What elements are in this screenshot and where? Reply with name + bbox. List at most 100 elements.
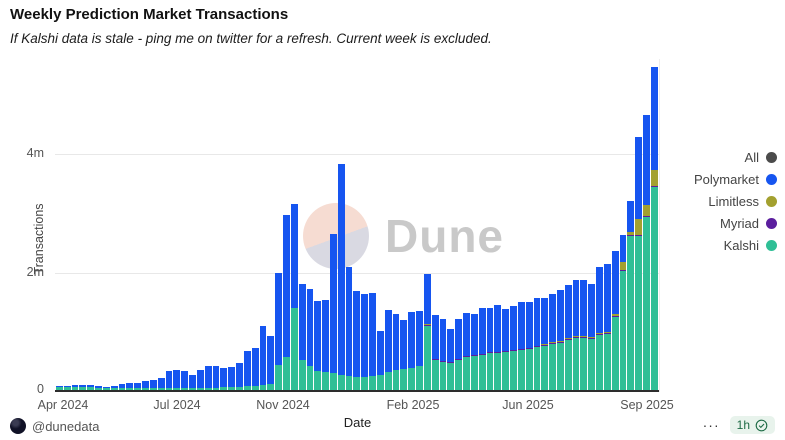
bar-week-16[interactable] [181, 371, 189, 390]
segment-myriad [635, 235, 643, 236]
bar-week-64[interactable] [557, 290, 564, 390]
bar-week-43[interactable] [392, 314, 400, 390]
bar-week-57[interactable] [502, 309, 510, 390]
bar-week-40[interactable] [369, 293, 376, 390]
bar-week-2[interactable] [71, 385, 79, 390]
bar-week-58[interactable] [510, 306, 517, 390]
segment-kalshi [455, 360, 463, 390]
legend-item-all[interactable]: All [694, 150, 777, 165]
bar-week-6[interactable] [102, 387, 110, 390]
bar-week-21[interactable] [220, 368, 228, 390]
bar-week-12[interactable] [149, 380, 157, 390]
bar-week-30[interactable] [290, 204, 298, 390]
bar-week-73[interactable] [627, 201, 635, 390]
bar-week-65[interactable] [564, 285, 572, 390]
bar-week-36[interactable] [337, 164, 345, 390]
bar-week-47[interactable] [423, 274, 431, 390]
bar-week-67[interactable] [580, 280, 588, 390]
bar-week-17[interactable] [189, 375, 196, 390]
bar-week-0[interactable] [56, 386, 63, 390]
bar-week-37[interactable] [345, 267, 353, 390]
bar-week-63[interactable] [549, 294, 556, 390]
bar-week-75[interactable] [643, 115, 650, 390]
bar-week-7[interactable] [110, 386, 118, 390]
bar-week-68[interactable] [588, 284, 596, 390]
segment-myriad [619, 270, 627, 271]
bar-week-50[interactable] [447, 329, 455, 390]
bar-week-42[interactable] [384, 310, 392, 390]
bar-week-46[interactable] [416, 311, 423, 390]
segment-kalshi [251, 386, 259, 390]
bar-week-52[interactable] [463, 313, 470, 390]
bar-week-32[interactable] [306, 289, 314, 390]
bar-week-48[interactable] [431, 315, 439, 390]
bar-week-11[interactable] [142, 381, 149, 390]
bar-week-22[interactable] [228, 367, 236, 390]
bar-week-71[interactable] [611, 251, 619, 390]
data-freshness-badge[interactable]: 1h [729, 416, 775, 434]
bar-week-13[interactable] [157, 378, 165, 390]
x-axis-ticks: Apr 2024 Jul 2024 Nov 2024 Feb 2025 Jun … [38, 398, 674, 414]
bar-week-31[interactable] [298, 284, 306, 390]
attribution[interactable]: @dunedata [10, 418, 99, 434]
bar-week-51[interactable] [455, 319, 463, 390]
segment-kalshi [431, 360, 439, 390]
bar-week-53[interactable] [470, 314, 478, 390]
bar-week-20[interactable] [212, 366, 220, 390]
bar-week-23[interactable] [236, 363, 243, 390]
bar-week-3[interactable] [79, 385, 87, 390]
bar-week-8[interactable] [118, 384, 126, 390]
bar-week-69[interactable] [596, 267, 603, 390]
bar-week-54[interactable] [478, 308, 486, 390]
segment-polymarket [369, 293, 376, 376]
bar-week-34[interactable] [322, 300, 329, 390]
bar-week-74[interactable] [635, 137, 643, 390]
bar-week-39[interactable] [361, 294, 369, 390]
bar-week-19[interactable] [204, 366, 212, 390]
bar-week-66[interactable] [572, 280, 580, 390]
segment-polymarket [400, 320, 408, 369]
segment-kalshi [603, 334, 611, 390]
bar-week-15[interactable] [173, 370, 181, 390]
author-handle[interactable]: @dunedata [32, 418, 100, 434]
bar-week-1[interactable] [63, 386, 71, 390]
x-axis-title: Date [343, 415, 372, 430]
bar-week-35[interactable] [329, 234, 337, 390]
bar-week-59[interactable] [517, 302, 525, 390]
bar-week-18[interactable] [196, 370, 204, 390]
bar-week-25[interactable] [251, 348, 259, 390]
bar-week-41[interactable] [376, 331, 384, 390]
bar-week-55[interactable] [486, 308, 494, 390]
bar-week-49[interactable] [439, 319, 447, 390]
bar-week-4[interactable] [87, 385, 95, 390]
bar-week-76[interactable] [650, 67, 658, 390]
bar-week-45[interactable] [408, 312, 416, 390]
legend-item-limitless[interactable]: Limitless [694, 194, 777, 209]
legend-item-kalshi[interactable]: Kalshi [694, 238, 777, 253]
bar-week-61[interactable] [533, 298, 541, 390]
segment-myriad [643, 216, 650, 217]
segment-polymarket [627, 201, 635, 232]
bar-week-72[interactable] [619, 235, 627, 390]
legend: All Polymarket Limitless Myriad Kalshi [694, 150, 777, 253]
bar-week-9[interactable] [126, 383, 134, 390]
segment-myriad [533, 346, 541, 347]
bar-week-62[interactable] [541, 298, 549, 390]
legend-item-polymarket[interactable]: Polymarket [694, 172, 777, 187]
bar-week-27[interactable] [267, 336, 275, 390]
bar-week-33[interactable] [314, 301, 322, 390]
bar-week-38[interactable] [353, 291, 361, 390]
bar-week-5[interactable] [95, 386, 102, 390]
bar-week-60[interactable] [525, 302, 533, 390]
bar-week-70[interactable] [603, 264, 611, 390]
more-options-button[interactable]: ··· [702, 417, 720, 433]
bar-week-10[interactable] [134, 383, 142, 390]
bar-week-14[interactable] [165, 371, 173, 390]
bar-week-29[interactable] [283, 215, 290, 390]
bar-week-24[interactable] [243, 351, 251, 390]
bar-week-44[interactable] [400, 320, 408, 390]
bar-week-26[interactable] [259, 326, 267, 390]
legend-item-myriad[interactable]: Myriad [694, 216, 777, 231]
bar-week-56[interactable] [494, 305, 502, 390]
bar-week-28[interactable] [275, 273, 283, 390]
